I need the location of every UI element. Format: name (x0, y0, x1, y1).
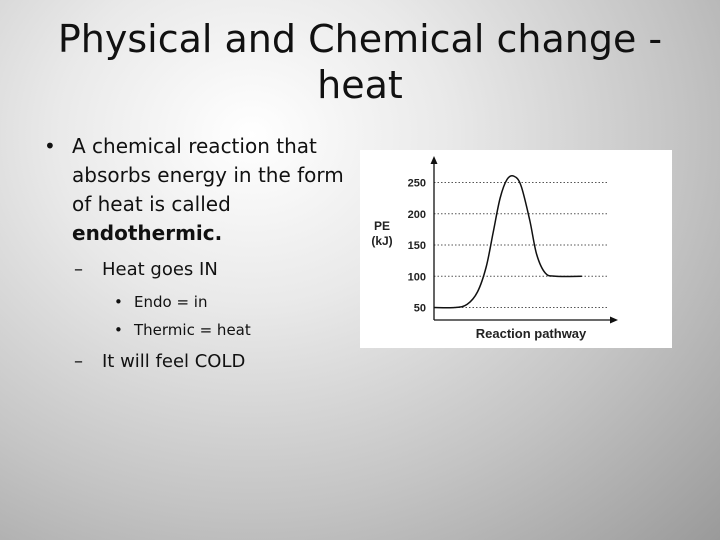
y-tick-label: 100 (408, 271, 426, 283)
sub-bullet-text: It will feel COLD (102, 351, 246, 372)
sub-bullet-heat-in: – Heat goes IN (40, 257, 360, 283)
energy-chart: 50 100 150 200 250 PE(kJ) Reaction pathway (371, 156, 618, 341)
sub-bullet-feel-cold: – It will feel COLD (40, 349, 360, 375)
y-tick-label: 200 (408, 209, 426, 221)
bullet-endothermic-definition: • A chemical reaction that absorbs energ… (40, 132, 360, 248)
sub-sub-bullet-text: Thermic = heat (134, 321, 251, 339)
x-axis-arrow-icon (610, 316, 618, 324)
slide-title: Physical and Chemical change - heat (57, 17, 663, 107)
sub-bullet-text: Heat goes IN (102, 259, 218, 280)
sub-sub-bullet-endo: • Endo = in (40, 291, 360, 313)
bullet-symbol: • (114, 293, 123, 311)
energy-diagram: 50 100 150 200 250 PE (kJ) Reaction pathway (360, 150, 672, 348)
y-tick-label: 250 (408, 178, 426, 190)
dash-symbol: – (74, 259, 83, 280)
slide-body: • A chemical reaction that absorbs energ… (40, 132, 360, 375)
y-axis-unit: (kJ) (371, 234, 392, 248)
sub-sub-bullet-thermic: • Thermic = heat (40, 319, 360, 341)
x-axis-label: Reaction pathway (476, 326, 587, 341)
y-axis-label: PE (374, 219, 390, 233)
sub-sub-bullet-text: Endo = in (134, 293, 208, 311)
y-tick-label: 50 (414, 303, 426, 315)
bold-term: endothermic. (72, 221, 223, 245)
bullet-symbol: • (114, 321, 123, 339)
bullet-symbol: • (44, 134, 56, 158)
dash-symbol: – (74, 351, 83, 372)
energy-curve (433, 175, 582, 309)
y-tick-label: 150 (408, 240, 426, 252)
bullet-text: A chemical reaction that absorbs energy … (72, 134, 344, 216)
y-axis-arrow-icon (430, 156, 438, 164)
